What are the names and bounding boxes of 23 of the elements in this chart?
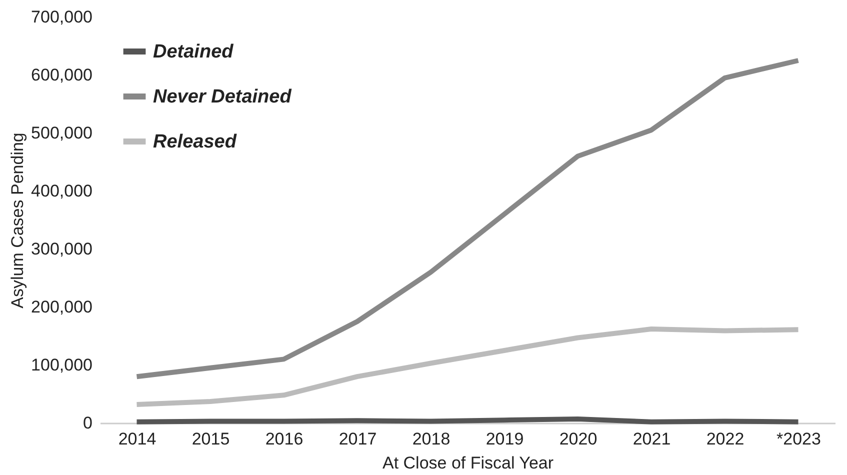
x-tick-label: 2016: [265, 430, 304, 448]
x-tick-label: 2020: [559, 430, 598, 448]
x-tick-label: 2022: [706, 430, 744, 448]
x-tick-label: 2021: [632, 430, 671, 448]
y-tick-label: 700,000: [31, 8, 92, 26]
x-tick-label: 2014: [118, 430, 156, 448]
x-tick-label: 2017: [338, 430, 377, 448]
y-axis-title: Asylum Cases Pending: [8, 132, 28, 308]
legend-label: Never Detained: [153, 86, 292, 108]
y-tick-label: 600,000: [31, 66, 92, 84]
y-tick-label: 0: [83, 414, 92, 432]
x-tick-label: 2019: [486, 430, 524, 448]
y-tick-label: 500,000: [31, 124, 92, 142]
y-tick-label: 400,000: [31, 182, 92, 200]
x-axis-title: At Close of Fiscal Year: [382, 454, 554, 472]
y-tick-label: 100,000: [31, 356, 92, 374]
legend-label: Released: [153, 132, 237, 152]
x-tick-label: 2018: [412, 430, 450, 448]
x-tick-label: 2015: [192, 430, 230, 448]
y-tick-label: 300,000: [31, 240, 92, 258]
y-tick-label: 200,000: [31, 298, 92, 316]
legend-label: Detained: [153, 42, 234, 62]
x-tick-label: *2023: [776, 430, 821, 448]
